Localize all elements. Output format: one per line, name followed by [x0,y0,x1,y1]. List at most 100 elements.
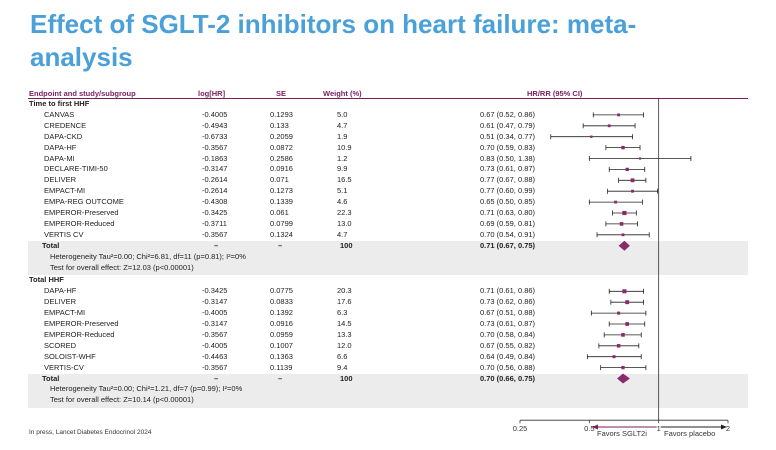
study-point [638,157,642,160]
weight-value: 12.0 [337,340,352,350]
loghr-value: -0.3425 [202,286,228,296]
study-name: DELIVER [44,175,77,185]
weight-value: 9.9 [337,164,348,174]
se-value: 0.1273 [270,186,293,196]
study-point [630,178,635,183]
x-tick-label: 2 [726,424,730,433]
ci-value: 0.73 (0.61, 0.87) [480,164,536,174]
loghr-value: -0.3147 [202,164,228,174]
study-point [590,135,593,138]
total-weight: 100 [340,240,353,250]
study-name: VERTIS-CV [44,362,84,372]
total-label: Total [42,240,60,250]
se-value: 0.0775 [270,286,293,296]
x-tick-label: 0.25 [513,424,528,433]
se-value: 0.0833 [270,297,293,307]
se-value: 0.1139 [270,362,293,372]
weight-value: 5.1 [337,186,348,196]
se-value: 0.1293 [270,109,293,119]
footnote: In press, Lancet Diabetes Endocrinol 202… [29,429,152,436]
total-diamond [618,240,630,251]
loghr-value: -0.2614 [202,175,228,185]
study-point [612,355,616,359]
ci-value: 0.83 (0.50, 1.38) [480,153,536,163]
ci-value: 0.71 (0.61, 0.86) [480,286,536,296]
loghr-value: -0.3567 [202,362,228,372]
overall-effect-text: Test for overall effect: Z=10.14 (p<0.00… [50,395,194,405]
weight-value: 1.2 [337,153,348,163]
study-name: SCORED [44,340,77,350]
study-point [621,333,625,337]
ci-value: 0.70 (0.58, 0.84) [480,329,536,339]
loghr-value: -0.3425 [202,208,228,217]
header-loghr: log[HR] [198,89,226,98]
loghr-value: -0.4943 [202,120,228,130]
study-point [625,167,629,172]
ci-value: 0.65 (0.50, 0.85) [480,197,536,207]
se-value: 0.2586 [270,153,293,163]
header-study: Endpoint and study/subgroup [29,89,136,98]
study-name: DECLARE-TIMI-50 [44,164,108,174]
weight-value: 5.0 [337,109,348,119]
loghr-value: -0.2614 [202,186,228,196]
ci-value: 0.71 (0.63, 0.80) [480,208,536,217]
study-point [625,300,630,305]
study-point [617,311,621,315]
study-name: SOLOIST-WHF [44,351,96,361]
ci-value: 0.70 (0.59, 0.83) [480,142,536,152]
se-value: 0.1339 [270,197,293,207]
loghr-value: -0.3567 [202,229,228,239]
se-value: 0.0959 [270,329,293,339]
se-value: 0.133 [270,120,289,130]
ci-value: 0.64 (0.49, 0.84) [480,351,536,361]
weight-value: 10.9 [337,142,352,152]
slide-title: Effect of SGLT-2 inhibitors on heart fai… [30,9,637,72]
weight-value: 13.3 [337,329,352,339]
study-point [614,200,617,204]
study-name: CREDENCE [44,120,87,130]
total-label: Total [42,373,60,383]
study-name: DELIVER [44,297,77,307]
study-name: DAPA-HF [44,142,77,152]
total-weight: 100 [340,373,353,383]
loghr-value: -0.6733 [202,131,228,141]
favors-right-label: Favors placebo [664,429,716,438]
header-se: SE [276,89,287,98]
loghr-value: -0.4005 [202,308,228,318]
weight-value: 20.3 [337,286,352,296]
study-point [621,233,625,237]
weight-value: 16.5 [337,175,352,185]
ci-value: 0.69 (0.59, 0.81) [480,218,536,228]
ci-value: 0.70 (0.54, 0.91) [480,229,536,239]
total-loghr: – [214,240,219,250]
study-point [617,113,621,117]
loghr-value: -0.4005 [202,109,228,119]
study-name: EMPA-REG OUTCOME [44,197,124,207]
favors-left-arrowhead [592,424,598,430]
loghr-value: -0.4005 [202,340,228,350]
ci-value: 0.67 (0.55, 0.82) [480,340,536,350]
ci-value: 0.70 (0.56, 0.88) [480,362,536,372]
header-rule [28,98,748,99]
se-value: 0.0916 [270,319,293,328]
ci-value: 0.67 (0.52, 0.86) [480,109,536,119]
weight-value: 1.9 [337,131,348,141]
heterogeneity-text: Heterogeneity Tau²=0.00; Chi²=6.81, df=1… [50,251,246,261]
study-point [622,210,627,216]
study-point [621,145,625,150]
total-loghr: – [214,373,219,383]
se-value: 0.061 [270,208,289,217]
total-se: – [278,373,283,383]
weight-value: 4.7 [337,120,348,130]
study-point [621,365,625,370]
weight-value: 13.0 [337,218,352,228]
section-title: Total HHF [29,275,64,285]
study-name: VERTIS CV [44,229,84,239]
study-point [616,344,621,348]
study-point [625,322,630,326]
loghr-value: -0.3147 [202,297,228,307]
header-ci: HR/RR (95% CI) [527,89,583,98]
study-point [622,289,627,294]
favors-left-label: Favors SGLT2i [597,429,647,438]
